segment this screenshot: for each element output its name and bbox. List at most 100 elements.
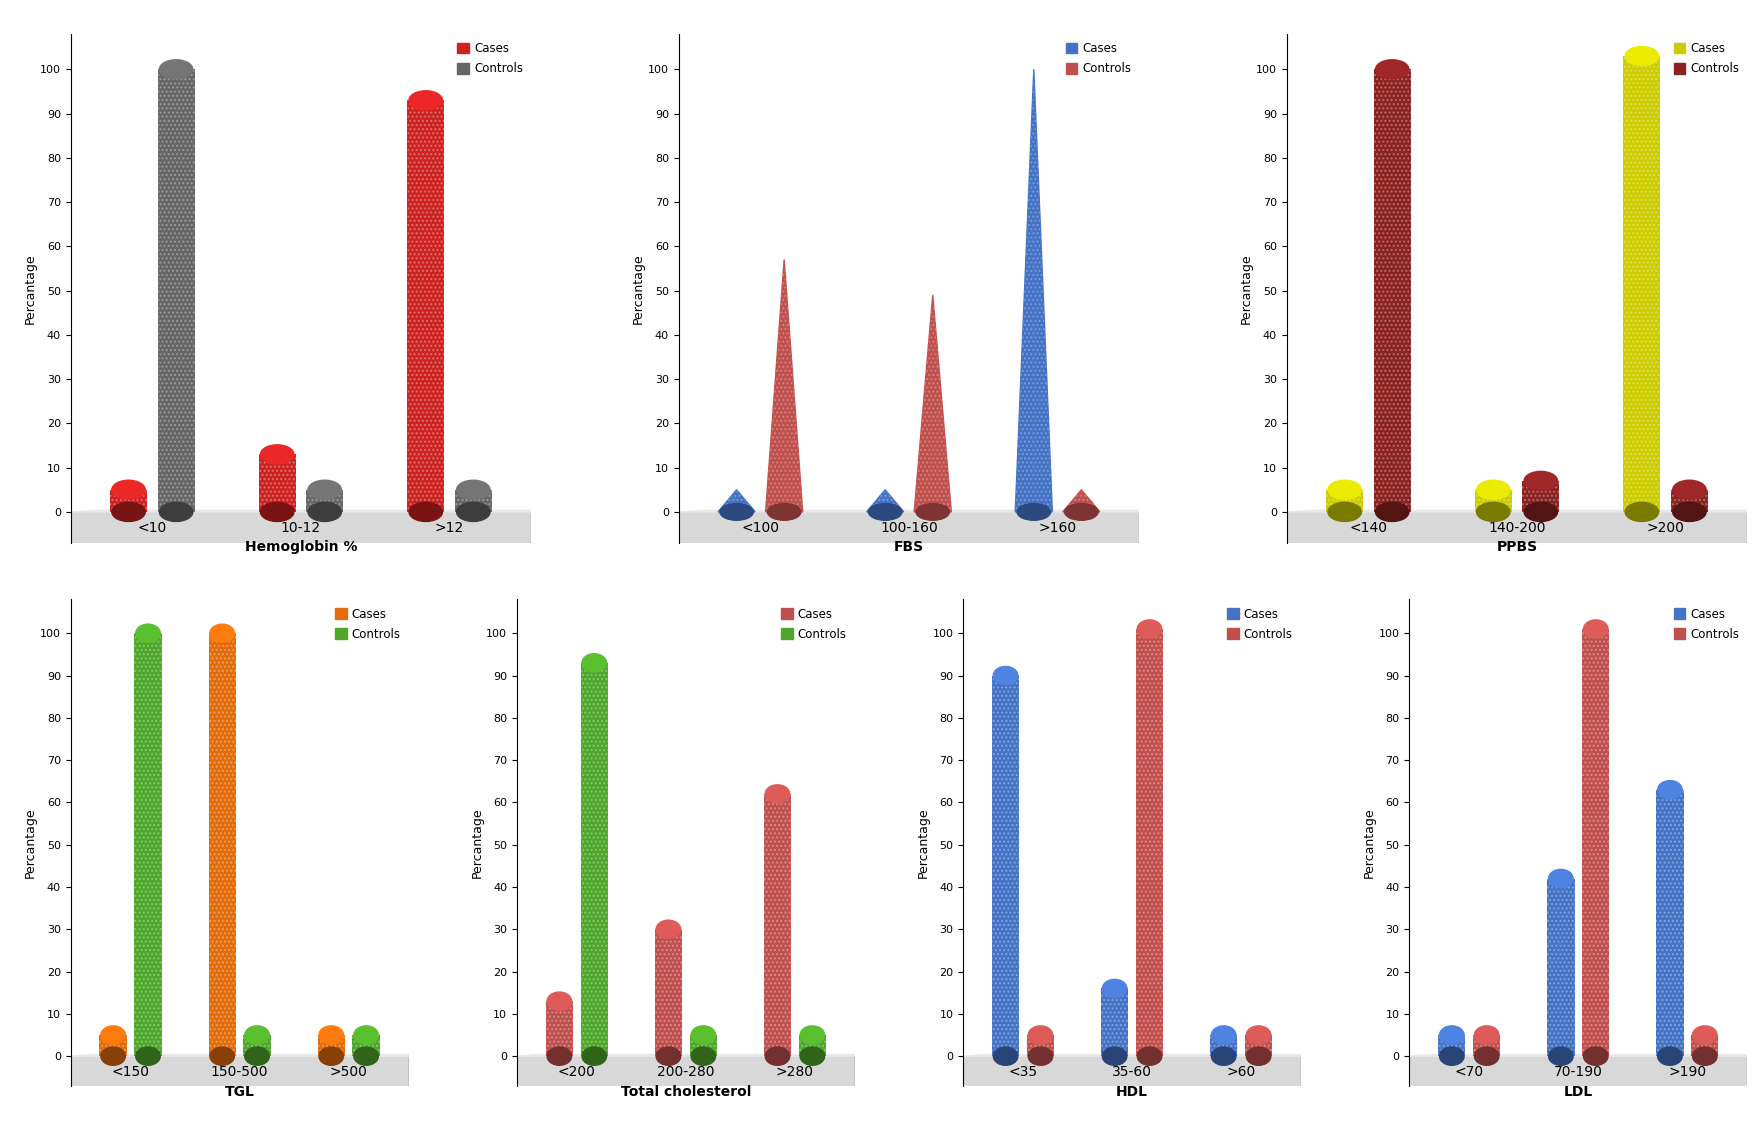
Bar: [580, 663, 607, 1056]
Bar: [1101, 988, 1127, 1056]
Ellipse shape: [159, 502, 192, 521]
Bar: [690, 1035, 716, 1056]
Ellipse shape: [1136, 620, 1161, 638]
Polygon shape: [1746, 510, 1764, 543]
Ellipse shape: [656, 1047, 681, 1065]
Ellipse shape: [136, 624, 161, 642]
Ellipse shape: [1327, 481, 1360, 499]
Polygon shape: [1286, 510, 1764, 512]
Bar: [109, 490, 146, 512]
Y-axis label: Percantage: Percantage: [25, 253, 37, 323]
Polygon shape: [409, 1054, 429, 1086]
Bar: [134, 633, 162, 1056]
Ellipse shape: [993, 1047, 1018, 1065]
Bar: [1623, 57, 1660, 512]
Bar: [1473, 1035, 1499, 1056]
Bar: [1690, 1035, 1718, 1056]
Ellipse shape: [868, 503, 901, 520]
Bar: [1690, 1035, 1718, 1056]
Bar: [1325, 490, 1362, 512]
Ellipse shape: [1672, 502, 1706, 521]
Bar: [157, 69, 194, 512]
Ellipse shape: [307, 502, 340, 521]
Bar: [318, 1035, 344, 1056]
Ellipse shape: [691, 1047, 714, 1065]
Y-axis label: Percantage: Percantage: [632, 253, 646, 323]
Bar: [407, 101, 445, 512]
Legend: Cases, Controls: Cases, Controls: [455, 40, 526, 78]
Ellipse shape: [457, 481, 490, 499]
Ellipse shape: [319, 1047, 344, 1065]
Ellipse shape: [245, 1026, 270, 1044]
Ellipse shape: [799, 1047, 824, 1065]
Ellipse shape: [766, 785, 789, 803]
Ellipse shape: [1625, 46, 1658, 66]
Bar: [109, 490, 146, 512]
Ellipse shape: [1028, 1047, 1051, 1065]
Ellipse shape: [1625, 502, 1658, 521]
Bar: [799, 1035, 826, 1056]
Ellipse shape: [1656, 780, 1681, 798]
Ellipse shape: [656, 921, 681, 939]
Bar: [1521, 481, 1558, 512]
Legend: Cases, Controls: Cases, Controls: [1671, 40, 1741, 78]
Bar: [243, 1035, 270, 1056]
Legend: Cases, Controls: Cases, Controls: [1671, 605, 1741, 644]
Bar: [1136, 629, 1162, 1056]
Y-axis label: Percantage: Percantage: [469, 808, 483, 878]
Bar: [1210, 1035, 1237, 1056]
Bar: [764, 794, 790, 1056]
Ellipse shape: [353, 1047, 377, 1065]
Ellipse shape: [1210, 1026, 1235, 1044]
Ellipse shape: [101, 1026, 125, 1044]
Bar: [991, 675, 1018, 1056]
Ellipse shape: [1692, 1026, 1716, 1044]
Ellipse shape: [409, 90, 443, 110]
Bar: [353, 1035, 379, 1056]
Bar: [764, 794, 790, 1056]
Ellipse shape: [582, 654, 607, 672]
Polygon shape: [854, 1054, 873, 1086]
Bar: [243, 1035, 270, 1056]
Ellipse shape: [1582, 1047, 1607, 1065]
Ellipse shape: [993, 666, 1018, 684]
Bar: [545, 1001, 573, 1056]
Ellipse shape: [1245, 1047, 1270, 1065]
Bar: [1473, 1035, 1499, 1056]
Ellipse shape: [210, 1047, 235, 1065]
Bar: [1475, 490, 1512, 512]
Legend: Cases, Controls: Cases, Controls: [1224, 605, 1295, 644]
Polygon shape: [1062, 490, 1099, 512]
Bar: [1027, 1035, 1053, 1056]
Bar: [580, 663, 607, 1056]
Polygon shape: [679, 510, 1166, 512]
Ellipse shape: [1439, 1047, 1464, 1065]
Ellipse shape: [799, 1026, 824, 1044]
Bar: [654, 930, 681, 1056]
Bar: [1372, 69, 1409, 512]
Ellipse shape: [409, 502, 443, 521]
Polygon shape: [71, 1054, 429, 1056]
Bar: [1438, 1035, 1464, 1056]
Y-axis label: Percantage: Percantage: [916, 808, 930, 878]
Bar: [1372, 69, 1409, 512]
Bar: [305, 490, 342, 512]
X-axis label: PPBS: PPBS: [1496, 541, 1536, 554]
Bar: [1655, 789, 1683, 1056]
Bar: [1325, 490, 1362, 512]
Polygon shape: [914, 295, 951, 512]
Ellipse shape: [1582, 620, 1607, 638]
Ellipse shape: [1102, 979, 1125, 998]
Bar: [208, 633, 236, 1056]
Ellipse shape: [1473, 1047, 1498, 1065]
Bar: [99, 1035, 127, 1056]
Bar: [690, 1035, 716, 1056]
Ellipse shape: [1327, 502, 1360, 521]
Ellipse shape: [261, 444, 293, 464]
Ellipse shape: [1547, 1047, 1572, 1065]
Ellipse shape: [136, 1047, 161, 1065]
Bar: [545, 1001, 573, 1056]
Polygon shape: [866, 490, 903, 512]
Ellipse shape: [319, 1026, 344, 1044]
Bar: [1438, 1035, 1464, 1056]
